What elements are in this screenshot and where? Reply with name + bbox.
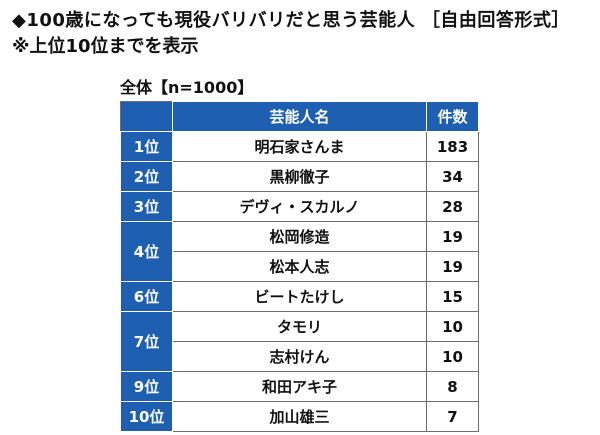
name-cell: タモリ: [172, 311, 427, 342]
sample-size-label: 全体【n=1000】: [120, 78, 254, 97]
ranking-table: 芸能人名 件数 1位 明石家さんま 183 2位 黒柳徹子 34 3位 デヴィ・…: [120, 101, 479, 432]
count-cell: 8: [426, 371, 479, 402]
count-cell: 10: [426, 341, 479, 372]
table-row: 7位 タモリ 10: [120, 311, 479, 372]
header-count: 件数: [426, 101, 479, 132]
table-row: 6位 ビートたけし 15: [120, 281, 479, 312]
chart-subtitle: ※上位10位までを表示: [12, 36, 199, 57]
table-row: 志村けん 10: [121, 341, 479, 372]
count-cell: 183: [426, 131, 479, 162]
rank-cell: 6位: [120, 281, 173, 312]
rank-cell: 7位: [120, 311, 173, 372]
count-cell: 15: [426, 281, 479, 312]
count-cell: 19: [426, 221, 479, 252]
name-cell: 黒柳徹子: [172, 161, 427, 192]
table-row: 10位 加山雄三 7: [120, 401, 479, 432]
header-rank: [120, 101, 173, 132]
name-cell: 松岡修造: [172, 221, 427, 252]
name-cell: 明石家さんま: [172, 131, 427, 162]
table-row: 1位 明石家さんま 183: [120, 131, 479, 162]
table-row: 3位 デヴィ・スカルノ 28: [120, 191, 479, 222]
count-cell: 7: [426, 401, 479, 432]
name-cell: ビートたけし: [172, 281, 427, 312]
name-cell: デヴィ・スカルノ: [172, 191, 427, 222]
chart-title: ◆100歳になっても現役バリバリだと思う芸能人 ［自由回答形式］: [12, 10, 570, 31]
count-cell: 19: [426, 251, 479, 282]
rank-cell: 2位: [120, 161, 173, 192]
name-cell: 松本人志: [172, 251, 427, 282]
table-row: 9位 和田アキ子 8: [120, 371, 479, 402]
rank-cell: 4位: [120, 221, 173, 282]
table-header-row: 芸能人名 件数: [120, 101, 479, 132]
count-cell: 10: [426, 311, 479, 342]
name-cell: 加山雄三: [172, 401, 427, 432]
table-row: 2位 黒柳徹子 34: [120, 161, 479, 192]
table-row: 4位 松岡修造 19: [120, 221, 479, 282]
rank-cell: 1位: [120, 131, 173, 162]
count-cell: 28: [426, 191, 479, 222]
name-cell: 和田アキ子: [172, 371, 427, 402]
header-name: 芸能人名: [172, 101, 427, 132]
rank-cell: 3位: [120, 191, 173, 222]
count-cell: 34: [426, 161, 479, 192]
table-row: 松本人志 19: [121, 251, 479, 282]
name-cell: 志村けん: [172, 341, 427, 372]
rank-cell: 10位: [120, 401, 173, 432]
rank-cell: 9位: [120, 371, 173, 402]
